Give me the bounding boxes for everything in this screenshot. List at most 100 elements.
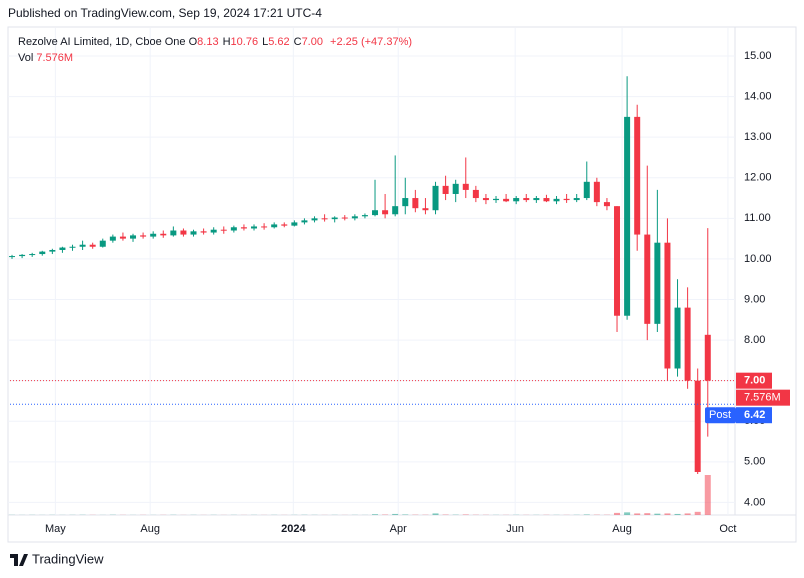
candle-body — [200, 231, 207, 233]
candle-body — [543, 198, 550, 202]
volume-bar — [583, 514, 590, 515]
volume-legend: Vol 7.576M — [18, 52, 73, 64]
volume-bar — [644, 513, 651, 515]
candle-body — [321, 218, 328, 220]
candle-body — [251, 226, 258, 229]
x-tick-label: Apr — [390, 523, 407, 535]
y-tick-label: 9.00 — [744, 293, 765, 305]
brand-logo — [10, 554, 28, 566]
candle-body — [624, 116, 631, 316]
candle-body — [160, 233, 167, 236]
post-price-label: 6.42 — [744, 409, 765, 421]
candle-body — [593, 181, 600, 203]
volume-bar — [674, 513, 681, 515]
candle-body — [392, 206, 399, 215]
candle-body — [29, 254, 36, 256]
candle-body — [482, 198, 489, 201]
vol-value: 7.576M — [36, 52, 74, 64]
candle-body — [684, 307, 691, 381]
x-tick-label: Oct — [719, 523, 736, 535]
x-tick-label: Aug — [140, 523, 160, 535]
x-tick-label: Jun — [506, 523, 524, 535]
volume-bar — [462, 514, 469, 515]
candle-body — [523, 198, 530, 201]
y-tick-label: 15.00 — [744, 50, 772, 62]
candle-body — [614, 206, 621, 316]
candle-body — [361, 215, 368, 217]
symbol: Rezolve AI Limited, 1D, Cboe One — [18, 36, 186, 48]
candle-body — [553, 198, 560, 202]
candle-body — [704, 334, 711, 381]
y-tick-label: 14.00 — [744, 90, 772, 102]
candle-body — [109, 236, 116, 241]
volume-bar — [614, 512, 621, 515]
candle-body — [674, 307, 681, 369]
candle-body — [89, 244, 96, 247]
candle-body — [291, 222, 298, 226]
candle-body — [382, 210, 389, 215]
candle-body — [19, 254, 26, 257]
candle-body — [9, 256, 16, 258]
candle-body — [442, 185, 449, 194]
x-tick-label: 2024 — [281, 523, 306, 535]
candle-body — [462, 183, 469, 190]
post-tag-title-bg — [705, 407, 736, 424]
candle-body — [503, 198, 510, 202]
volume-bar — [372, 514, 379, 515]
volume-bar — [402, 514, 409, 515]
change-pct: (+47.37%) — [360, 36, 413, 48]
volume-bar — [654, 513, 661, 515]
candle-body — [39, 251, 46, 255]
last-price-label: 7.00 — [744, 375, 765, 387]
volume-bar — [392, 513, 399, 515]
y-tick-label: 10.00 — [744, 253, 772, 265]
candle-body — [130, 235, 137, 239]
y-tick-label: 13.00 — [744, 131, 772, 143]
candle-body — [170, 230, 177, 236]
x-tick-label: May — [45, 523, 66, 535]
post-price-tag — [736, 407, 772, 424]
candle-body — [69, 246, 76, 248]
volume-bar — [664, 513, 671, 515]
change: +2.25 — [330, 36, 358, 48]
volume-bar — [684, 513, 691, 515]
ohlc-key: C — [293, 36, 302, 48]
x-tick-label: Aug — [612, 523, 632, 535]
candle-body — [79, 244, 86, 247]
candle-body — [422, 208, 429, 211]
candle-body — [331, 217, 338, 220]
candle-body — [493, 198, 500, 201]
candle-body — [49, 249, 56, 252]
ohlc-value: 5.62 — [268, 36, 290, 48]
legend-line: Rezolve AI Limited, 1D, Cboe One O8.13 H1… — [18, 36, 412, 48]
candle-body — [271, 224, 278, 228]
volume-bar — [634, 513, 641, 515]
ohlc-value: 8.13 — [197, 36, 219, 48]
candle-body — [654, 242, 661, 324]
candle-body — [402, 198, 409, 207]
candle-body — [372, 210, 379, 216]
candle-body — [351, 216, 358, 219]
candle-body — [59, 247, 66, 250]
y-tick-label: 8.00 — [744, 334, 765, 346]
last-price-tag — [736, 372, 772, 389]
candle-body — [99, 240, 106, 247]
candle-body — [230, 227, 237, 231]
candle-body — [513, 198, 520, 202]
volume-tag — [736, 389, 790, 406]
ohlc-value: 7.00 — [301, 36, 323, 48]
y-tick-label: 4.00 — [744, 496, 765, 508]
candle-body — [664, 242, 671, 369]
post-tag-title: Post — [709, 409, 731, 421]
ohlc-key: L — [262, 36, 269, 48]
candle-body — [240, 227, 247, 229]
candle-body — [583, 181, 590, 199]
candle-body — [311, 218, 318, 221]
volume-bar — [704, 475, 711, 515]
candle-body — [341, 217, 348, 219]
brand: TradingView — [32, 551, 104, 566]
y-tick-label: 5.00 — [744, 456, 765, 468]
candle-body — [634, 116, 641, 235]
